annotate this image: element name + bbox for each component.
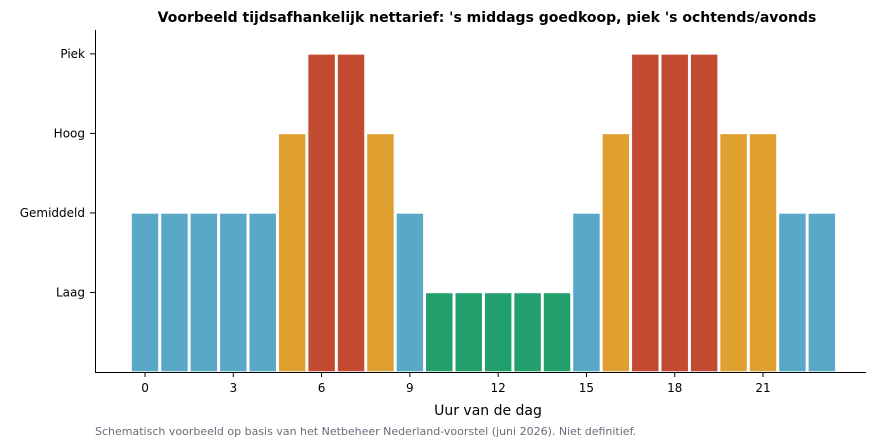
bar-hour-13: [512, 291, 543, 373]
bar-hour-11: [454, 291, 484, 373]
bar-hour-21: [748, 132, 778, 373]
x-tick-label: 18: [667, 381, 682, 395]
y-tick-label: Gemiddeld: [20, 206, 85, 220]
x-tick-label: 3: [229, 381, 237, 395]
bar-hour-17: [630, 53, 661, 373]
x-tick-label: 6: [318, 381, 326, 395]
bar-hour-6: [306, 53, 337, 373]
bar-hour-22: [777, 212, 808, 373]
bar-hour-16: [601, 132, 631, 373]
bar-hour-10: [424, 291, 455, 373]
bar-hour-4: [248, 212, 278, 373]
y-ticks-group: Laag Gemiddeld Hoog Piek: [20, 47, 95, 299]
bar-hour-18: [659, 53, 690, 373]
bar-hour-0: [130, 212, 160, 373]
y-tick-label: Piek: [60, 47, 85, 61]
bar-hour-14: [542, 291, 572, 373]
bar-hour-12: [483, 291, 513, 373]
bar-hour-15: [571, 212, 602, 373]
x-tick-label: 0: [141, 381, 149, 395]
x-axis-label: Uur van de dag: [434, 403, 542, 419]
bar-hour-19: [689, 53, 719, 373]
y-tick-label: Hoog: [54, 126, 85, 140]
bar-hour-8: [365, 132, 396, 373]
bar-hour-5: [277, 132, 307, 373]
bar-hour-20: [718, 132, 749, 373]
bars-group: [130, 53, 837, 373]
x-ticks-group: 0 3 6 9 12 15 18 21: [141, 372, 771, 395]
chart-title: Voorbeeld tijdsafhankelijk nettarief: 's…: [158, 10, 817, 26]
bar-hour-3: [218, 212, 249, 373]
x-tick-label: 9: [406, 381, 414, 395]
y-tick-label: Laag: [56, 285, 85, 299]
bar-hour-7: [336, 53, 366, 373]
x-tick-label: 12: [491, 381, 506, 395]
bar-hour-9: [395, 212, 425, 373]
bar-hour-23: [807, 212, 837, 373]
bar-hour-2: [189, 212, 219, 373]
bar-hour-1: [159, 212, 190, 373]
x-tick-label: 15: [579, 381, 594, 395]
x-tick-label: 21: [755, 381, 770, 395]
footnote: Schematisch voorbeeld op basis van het N…: [95, 425, 636, 438]
